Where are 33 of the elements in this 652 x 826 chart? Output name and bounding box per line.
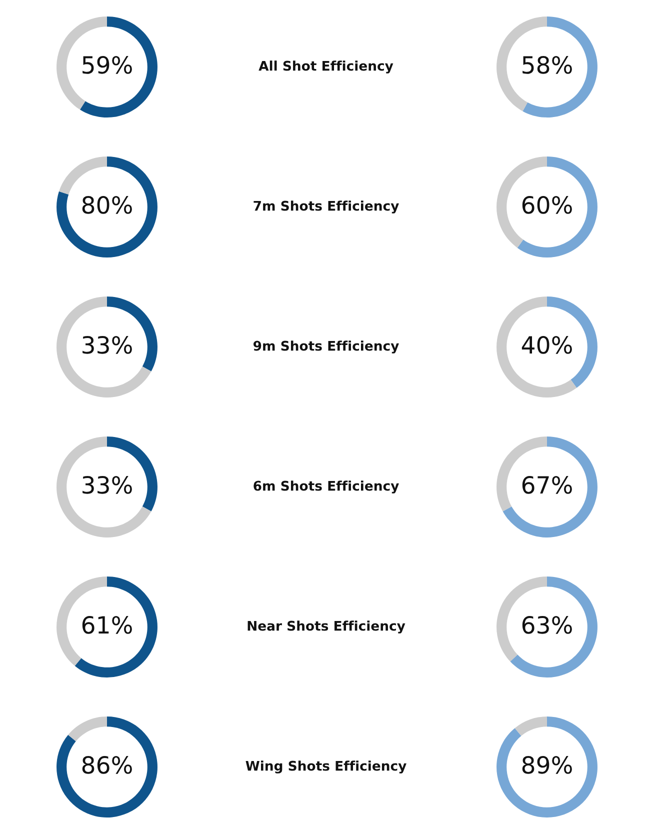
donut-slice [68, 716, 107, 742]
donut-slice [56, 296, 152, 398]
donut-slice [56, 436, 152, 538]
data-label: 80% [82, 196, 132, 214]
data-label: 59% [82, 56, 132, 74]
data-label: 86% [82, 756, 132, 774]
donut-slice [517, 156, 598, 258]
data-label: 89% [522, 756, 572, 774]
donut-slice [58, 156, 107, 195]
donut-slice [56, 716, 158, 818]
text: Near Shots Efficiency [248, 620, 406, 634]
donut-slice [80, 16, 158, 118]
text: Wing Shots Efficiency [246, 760, 406, 774]
donut-slice [56, 156, 158, 258]
donut-slice [496, 296, 577, 398]
text: 6m Shots Efficiency [254, 480, 399, 494]
donut-slice [74, 576, 158, 678]
data-label: 40% [522, 336, 572, 354]
data-label: 33% [82, 336, 132, 354]
text: 9m Shots Efficiency [254, 340, 399, 354]
text: All Shot Efficiency [258, 60, 394, 74]
donut-slice [522, 16, 598, 118]
data-label: 63% [522, 616, 572, 634]
donut-slice [514, 716, 547, 736]
data-label: 67% [522, 476, 572, 494]
text: 7m Shots Efficiency [254, 200, 399, 214]
data-label: 58% [522, 56, 572, 74]
donut-slice [510, 576, 598, 678]
donut-slice [502, 436, 598, 538]
data-label: 33% [82, 476, 132, 494]
data-label: 60% [522, 196, 572, 214]
data-label: 61% [82, 616, 132, 634]
donut-slice [496, 716, 598, 818]
